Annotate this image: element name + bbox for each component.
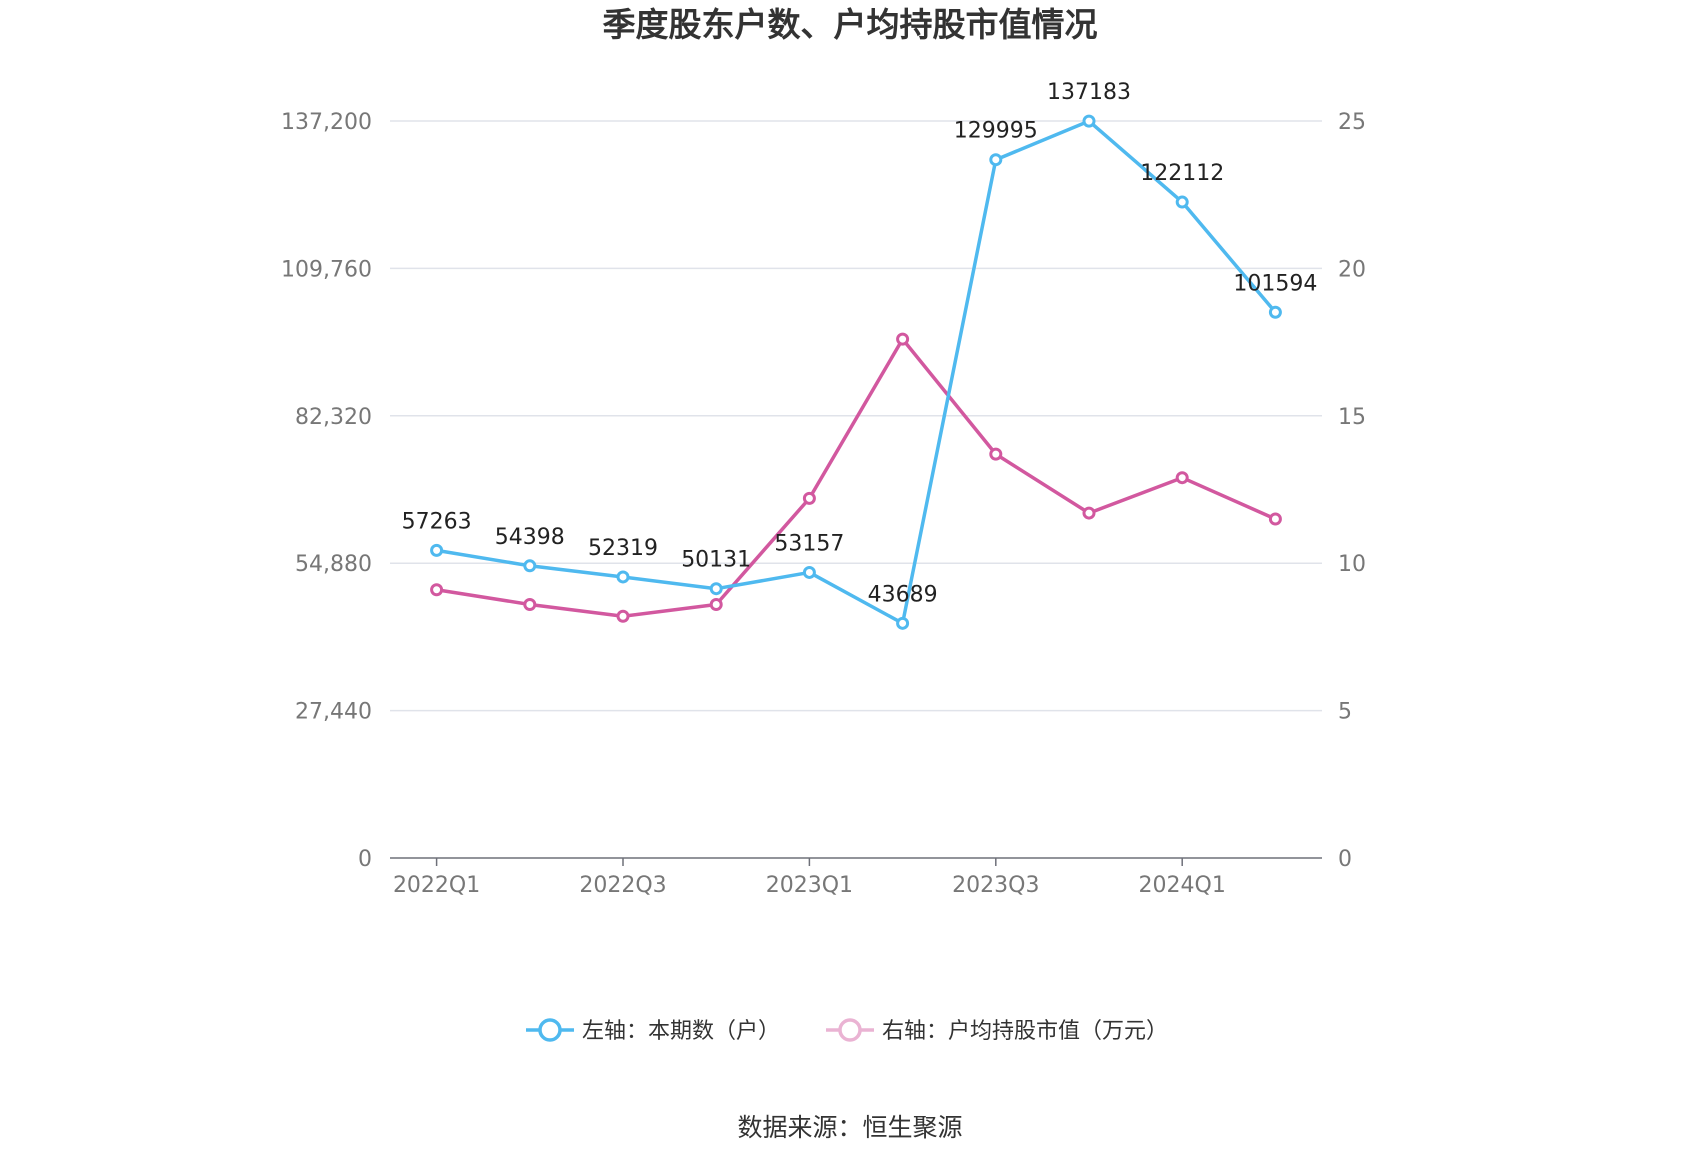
data-point[interactable] (1268, 512, 1282, 526)
legend-label: 左轴：本期数（户） (582, 1019, 780, 1044)
x-axis-tick-label: 2023Q1 (766, 873, 853, 898)
data-label: 57263 (402, 509, 472, 534)
left-axis-tick-label: 109,760 (281, 257, 372, 282)
data-label: 53157 (774, 531, 844, 556)
data-point[interactable] (896, 616, 910, 630)
data-point[interactable] (989, 447, 1003, 461)
data-point[interactable] (1082, 506, 1096, 520)
data-label: 52319 (588, 536, 658, 561)
x-axis-tick-label: 2023Q3 (952, 873, 1039, 898)
left-axis-tick-label: 54,880 (295, 552, 372, 577)
data-label: 101594 (1233, 271, 1317, 296)
data-label: 43689 (868, 582, 938, 607)
legend-item-0[interactable] (526, 1018, 574, 1042)
data-point[interactable] (1268, 305, 1282, 319)
chart-title: 季度股东户数、户均持股市值情况 (603, 5, 1098, 44)
data-point[interactable] (802, 565, 816, 579)
left-axis-tick-label: 137,200 (281, 110, 372, 135)
data-point[interactable] (523, 597, 537, 611)
x-axis-tick-label: 2024Q1 (1139, 873, 1226, 898)
data-point[interactable] (1082, 114, 1096, 128)
data-point[interactable] (989, 153, 1003, 167)
left-axis-tick-label: 0 (358, 847, 372, 872)
left-axis-tick-label: 82,320 (295, 405, 372, 430)
legend: 左轴：本期数（户） 右轴：户均持股市值（万元） (526, 1018, 1168, 1044)
series-line-1 (436, 337, 1277, 619)
data-point[interactable] (616, 570, 630, 584)
data-label: 122112 (1140, 161, 1224, 186)
data-point[interactable] (616, 609, 630, 623)
data-point[interactable] (709, 582, 723, 596)
right-axis-tick-label: 5 (1338, 700, 1352, 725)
data-point[interactable] (802, 491, 816, 505)
data-label: 54398 (495, 525, 565, 550)
right-axis-tick-label: 15 (1338, 405, 1366, 430)
data-point[interactable] (430, 583, 444, 597)
data-point[interactable] (1175, 471, 1189, 485)
x-axis-tick-label: 2022Q3 (579, 873, 666, 898)
legend-swatch-marker (538, 1018, 562, 1042)
data-labels: 57263 54398 52319 50131 53157 43689 129995 1371… (402, 80, 1318, 607)
right-axis-tick-label: 10 (1338, 552, 1366, 577)
legend-label: 右轴：户均持股市值（万元） (882, 1019, 1168, 1044)
axes: 0 0 27,440 5 54,880 10 82,320 15 109,760 20 137,20… (281, 110, 1366, 898)
data-point[interactable] (430, 543, 444, 557)
data-label: 129995 (954, 119, 1038, 144)
data-point[interactable] (709, 597, 723, 611)
legend-swatch-marker (838, 1018, 862, 1042)
left-axis-tick-label: 27,440 (295, 700, 372, 725)
data-point[interactable] (1175, 195, 1189, 209)
series-layer (430, 114, 1282, 630)
data-point[interactable] (523, 559, 537, 573)
data-label: 50131 (681, 548, 751, 573)
data-point[interactable] (896, 332, 910, 346)
data-label: 137183 (1047, 80, 1131, 105)
right-axis-tick-label: 25 (1338, 110, 1366, 135)
series-line-0 (436, 119, 1277, 626)
legend-item-1[interactable] (826, 1018, 874, 1042)
right-axis-tick-label: 0 (1338, 847, 1352, 872)
x-axis-tick-label: 2022Q1 (393, 873, 480, 898)
source-note: 数据来源：恒生聚源 (737, 1113, 962, 1142)
right-axis-tick-label: 20 (1338, 257, 1366, 282)
